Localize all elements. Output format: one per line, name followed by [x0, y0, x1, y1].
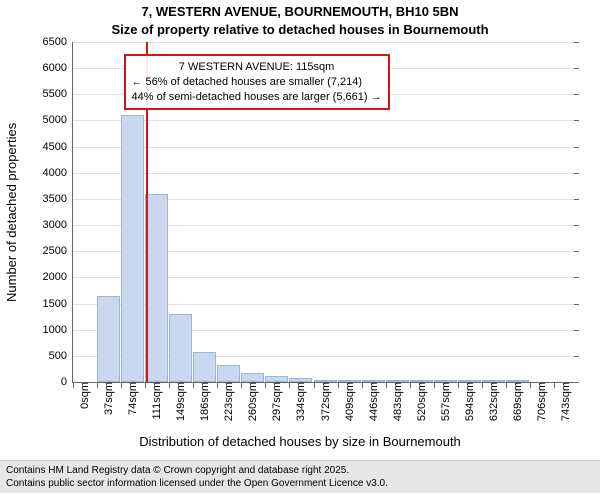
ytick-mark: [574, 225, 579, 226]
ytick-label: 2500: [43, 245, 73, 257]
histogram-bar: [241, 373, 264, 382]
xtick-mark: [362, 383, 363, 388]
callout-line: 44% of semi-detached houses are larger (…: [132, 90, 382, 105]
histogram-bar: [193, 352, 216, 382]
gridline: [73, 42, 578, 43]
xtick-mark: [338, 383, 339, 388]
xtick-label: 520sqm: [414, 382, 428, 421]
ytick-mark: [574, 173, 579, 174]
xtick-mark: [434, 383, 435, 388]
ytick-label: 3500: [43, 193, 73, 205]
ytick-label: 1500: [43, 298, 73, 310]
xtick-label: 706sqm: [534, 382, 548, 421]
ytick-mark: [574, 120, 579, 121]
xtick-mark: [289, 383, 290, 388]
xtick-label: 372sqm: [318, 382, 332, 421]
xtick-label: 632sqm: [486, 382, 500, 421]
xtick-mark: [410, 383, 411, 388]
xtick-label: 37sqm: [101, 382, 115, 415]
xtick-mark: [193, 383, 194, 388]
ytick-label: 2000: [43, 271, 73, 283]
xtick-mark: [217, 383, 218, 388]
xtick-mark: [458, 383, 459, 388]
xtick-label: 297sqm: [269, 382, 283, 421]
xtick-mark: [145, 383, 146, 388]
xtick-label: 149sqm: [173, 382, 187, 421]
xtick-mark: [169, 383, 170, 388]
ytick-label: 5000: [43, 114, 73, 126]
xtick-mark: [73, 383, 74, 388]
xtick-label: 186sqm: [197, 382, 211, 421]
ytick-label: 6000: [43, 62, 73, 74]
ytick-label: 4500: [43, 141, 73, 153]
xtick-mark: [241, 383, 242, 388]
xtick-label: 557sqm: [438, 382, 452, 421]
histogram-bar: [121, 115, 144, 382]
xtick-mark: [265, 383, 266, 388]
ytick-label: 500: [49, 350, 73, 362]
x-axis-label: Distribution of detached houses by size …: [0, 434, 600, 449]
xtick-label: 0sqm: [77, 382, 91, 409]
ytick-mark: [574, 356, 579, 357]
gridline: [73, 120, 578, 121]
plot-area: 0500100015002000250030003500400045005000…: [72, 42, 578, 383]
xtick-label: 743sqm: [558, 382, 572, 421]
ytick-mark: [574, 330, 579, 331]
xtick-label: 74sqm: [125, 382, 139, 415]
gridline: [73, 147, 578, 148]
ytick-mark: [574, 94, 579, 95]
attribution-footer: Contains HM Land Registry data © Crown c…: [0, 460, 600, 493]
histogram-bar: [169, 314, 192, 382]
ytick-mark: [574, 382, 579, 383]
ytick-mark: [574, 251, 579, 252]
xtick-mark: [506, 383, 507, 388]
callout-line: ← 56% of detached houses are smaller (7,…: [132, 75, 382, 90]
ytick-mark: [574, 147, 579, 148]
ytick-label: 6500: [43, 36, 73, 48]
xtick-label: 483sqm: [390, 382, 404, 421]
ytick-mark: [574, 199, 579, 200]
ytick-mark: [574, 42, 579, 43]
xtick-mark: [482, 383, 483, 388]
xtick-mark: [386, 383, 387, 388]
xtick-label: 409sqm: [342, 382, 356, 421]
xtick-label: 669sqm: [510, 382, 524, 421]
xtick-mark: [530, 383, 531, 388]
xtick-mark: [97, 383, 98, 388]
ytick-label: 1000: [43, 324, 73, 336]
callout-line: 7 WESTERN AVENUE: 115sqm: [132, 60, 382, 75]
chart-title-1: 7, WESTERN AVENUE, BOURNEMOUTH, BH10 5BN: [0, 4, 600, 19]
xtick-label: 260sqm: [245, 382, 259, 421]
ytick-label: 4000: [43, 167, 73, 179]
ytick-label: 5500: [43, 88, 73, 100]
property-callout: 7 WESTERN AVENUE: 115sqm← 56% of detache…: [124, 54, 390, 111]
histogram-bar: [97, 296, 120, 382]
xtick-label: 223sqm: [221, 382, 235, 421]
y-axis-label: Number of detached properties: [4, 123, 19, 302]
xtick-label: 594sqm: [462, 382, 476, 421]
ytick-mark: [574, 304, 579, 305]
chart-title-2: Size of property relative to detached ho…: [0, 22, 600, 37]
gridline: [73, 173, 578, 174]
ytick-mark: [574, 68, 579, 69]
ytick-mark: [574, 277, 579, 278]
xtick-label: 446sqm: [366, 382, 380, 421]
xtick-label: 334sqm: [293, 382, 307, 421]
xtick-mark: [554, 383, 555, 388]
xtick-mark: [121, 383, 122, 388]
property-size-chart: 7, WESTERN AVENUE, BOURNEMOUTH, BH10 5BN…: [0, 0, 600, 500]
xtick-mark: [314, 383, 315, 388]
ytick-label: 3000: [43, 219, 73, 231]
footer-line-1: Contains HM Land Registry data © Crown c…: [6, 464, 594, 477]
histogram-bar: [217, 365, 240, 382]
ytick-label: 0: [61, 376, 73, 388]
footer-line-2: Contains public sector information licen…: [6, 477, 594, 490]
xtick-label: 111sqm: [149, 382, 163, 420]
